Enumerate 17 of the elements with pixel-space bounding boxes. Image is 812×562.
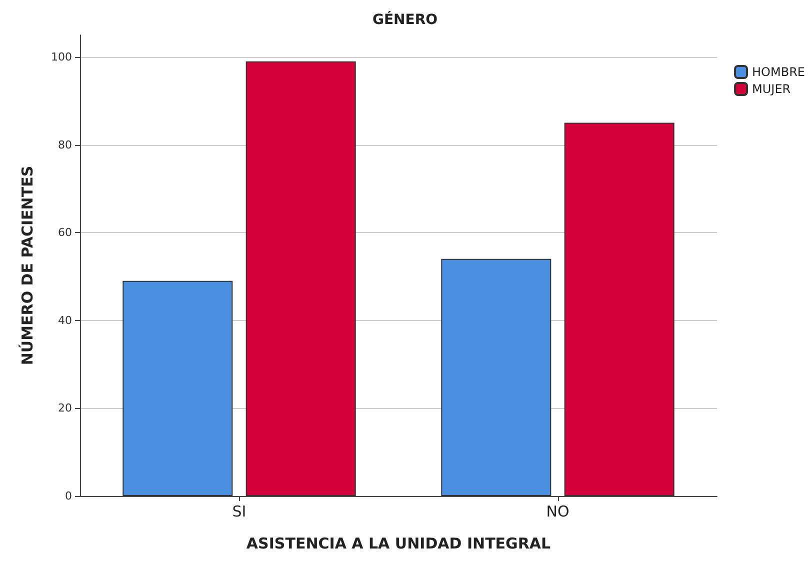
y-tick-label: 0 xyxy=(65,490,72,502)
legend-label: MUJER xyxy=(752,82,791,96)
x-tick-label: SI xyxy=(232,502,246,520)
y-tick-label: 20 xyxy=(58,402,72,415)
y-tick-label: 60 xyxy=(58,226,72,240)
bar xyxy=(441,258,552,496)
bar xyxy=(564,122,674,496)
y-tick-label: 40 xyxy=(58,314,72,327)
y-axis-title: NÚMERO DE PACIENTES xyxy=(18,166,36,366)
x-axis-title: ASISTENCIA A LA UNIDAD INTEGRAL xyxy=(246,534,552,552)
x-tick-label: NO xyxy=(546,502,570,520)
legend-label: HOMBRE xyxy=(752,65,806,79)
y-tick-label: 100 xyxy=(51,50,72,64)
bar xyxy=(122,280,233,496)
y-tick-label: 80 xyxy=(58,138,72,152)
chart-title: GÉNERO xyxy=(372,11,438,28)
bar xyxy=(246,61,356,496)
